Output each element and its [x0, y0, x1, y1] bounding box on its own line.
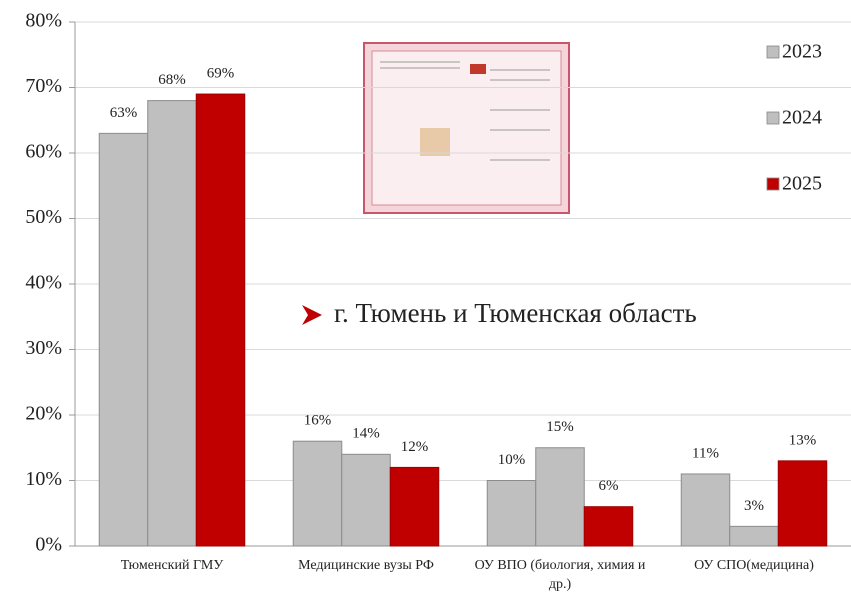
page: г. Тюмень и Тюменская область 0% 10% 20% 30… [0, 0, 851, 592]
y-tick-label: 80% [25, 10, 62, 32]
bullet-arrow [302, 305, 322, 325]
data-label: 68% [158, 72, 186, 88]
bar [293, 441, 342, 546]
data-label: 14% [352, 426, 380, 442]
legend-label: 2025 [782, 173, 822, 195]
bar [778, 461, 827, 546]
y-tick-label: 0% [35, 534, 62, 556]
x-tick-label: Медицинские вузы РФ [276, 556, 456, 575]
bar [730, 526, 779, 546]
y-tick-label: 70% [25, 75, 62, 97]
certificate-image [364, 43, 569, 213]
data-label: 63% [110, 105, 138, 121]
x-tick-label: ОУ ВПО (биология, химия и др.) [470, 556, 650, 592]
data-label: 69% [207, 65, 235, 81]
legend-label: 2024 [782, 107, 822, 129]
bar [342, 454, 391, 546]
y-tick-label: 60% [25, 141, 62, 163]
data-label: 15% [546, 419, 574, 435]
y-tick-label: 30% [25, 337, 62, 359]
bar [584, 507, 633, 546]
bar [99, 133, 148, 546]
legend-swatch [767, 178, 779, 190]
bar [536, 448, 585, 546]
annotation: г. Тюмень и Тюменская область [334, 298, 697, 328]
bar [148, 101, 197, 546]
y-tick-label: 10% [25, 468, 62, 490]
data-label: 3% [744, 498, 764, 514]
legend-swatch [767, 46, 779, 58]
y-tick-label: 20% [25, 403, 62, 425]
y-tick-label: 50% [25, 206, 62, 228]
x-tick-label: Тюменский ГМУ [82, 556, 262, 575]
bar [681, 474, 730, 546]
legend-swatch [767, 112, 779, 124]
data-label: 12% [401, 439, 429, 455]
data-label: 11% [692, 445, 719, 461]
legend-label: 2023 [782, 41, 822, 63]
data-label: 13% [789, 432, 817, 448]
data-label: 16% [304, 413, 332, 429]
bar [390, 467, 439, 546]
bar [487, 481, 536, 547]
data-label: 10% [498, 452, 526, 468]
data-label: 6% [599, 478, 619, 494]
x-tick-label: ОУ СПО(медицина) [664, 556, 844, 575]
y-tick-label: 40% [25, 272, 62, 294]
chart: г. Тюмень и Тюменская область 0% 10% 20% 30… [0, 0, 851, 592]
bar [196, 94, 245, 546]
